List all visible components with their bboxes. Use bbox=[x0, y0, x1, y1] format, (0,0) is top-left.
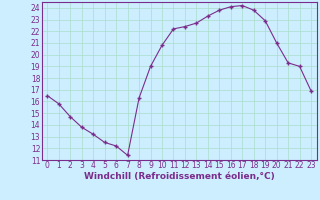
X-axis label: Windchill (Refroidissement éolien,°C): Windchill (Refroidissement éolien,°C) bbox=[84, 172, 275, 181]
